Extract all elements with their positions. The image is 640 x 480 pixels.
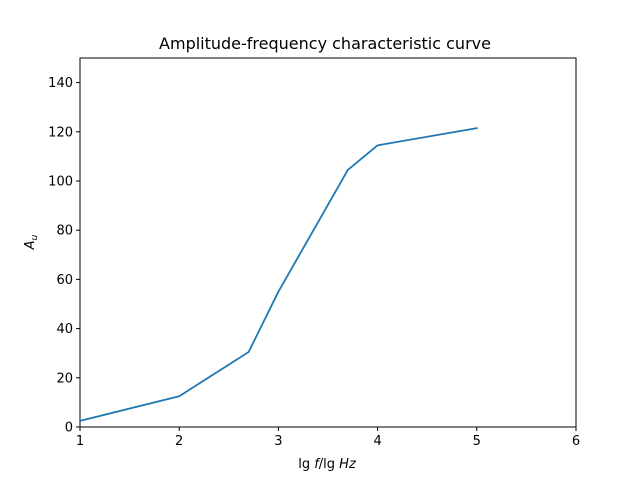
x-axis-label: lg f/lg Hz	[298, 457, 357, 472]
x-tick-label: 3	[274, 434, 282, 449]
x-tick-label: 2	[175, 434, 183, 449]
y-tick-label: 0	[65, 421, 73, 436]
x-label-f: f	[314, 457, 321, 472]
y-label-u: u	[30, 234, 40, 240]
x-axis: 1 2 3 4 5 6	[76, 427, 580, 449]
y-tick-label: 80	[56, 224, 73, 239]
x-tick-label: 4	[373, 434, 381, 449]
y-tick-label: 100	[48, 175, 73, 190]
x-label-hz: Hz	[339, 457, 357, 472]
y-tick-label: 140	[48, 76, 73, 91]
y-tick-label: 40	[56, 322, 73, 337]
x-tick-label: 5	[473, 434, 481, 449]
y-axis: 0 20 40 60 80 100 120 140	[48, 76, 80, 436]
x-tick-label: 1	[76, 434, 84, 449]
series-line	[78, 127, 478, 422]
y-label-a: A	[23, 240, 38, 250]
y-tick-label: 120	[48, 125, 73, 140]
y-tick-label: 20	[56, 371, 73, 386]
series-layer	[78, 127, 478, 422]
x-label-lg-1: lg	[298, 457, 314, 472]
y-tick-label: 60	[56, 273, 73, 288]
x-label-slash-lg: /lg	[319, 457, 339, 472]
chart-title: Amplitude-frequency characteristic curve	[159, 34, 491, 53]
y-axis-label: Au	[23, 234, 40, 250]
x-tick-label: 6	[572, 434, 580, 449]
plot-frame	[79, 57, 577, 428]
plot-area	[79, 57, 577, 428]
